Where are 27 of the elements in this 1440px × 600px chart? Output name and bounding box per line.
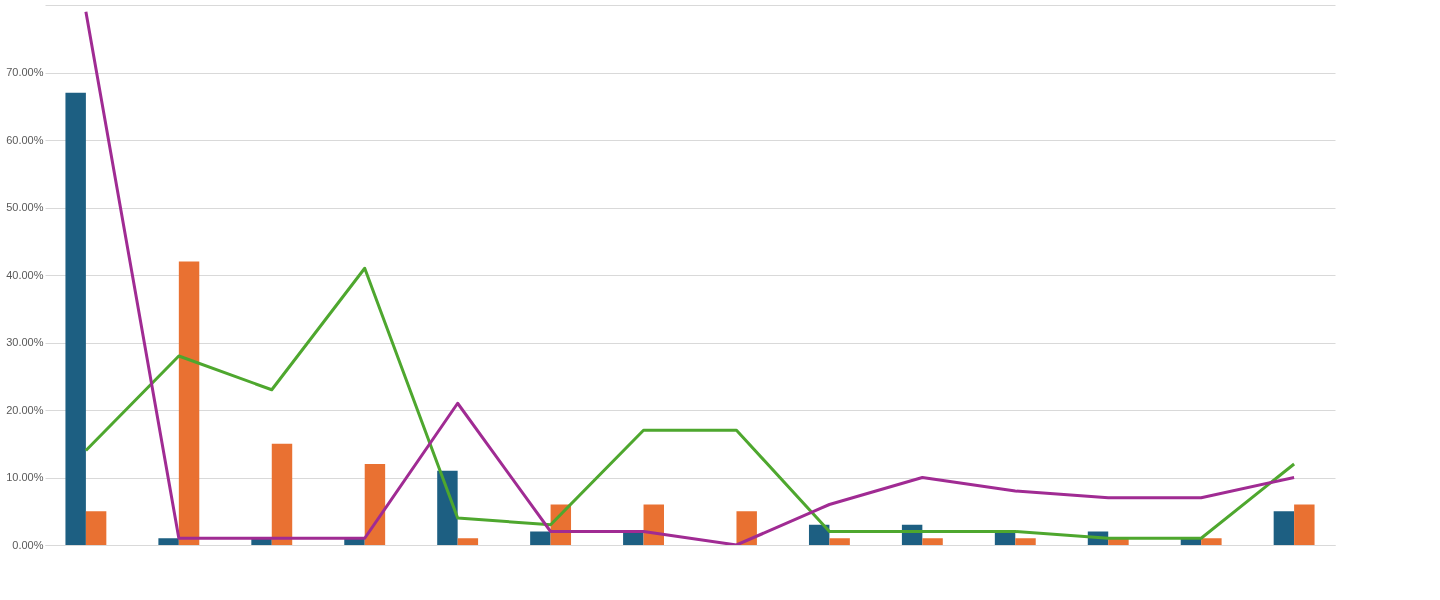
bar: [530, 531, 551, 545]
y-tick-label: 70.00%: [6, 66, 44, 78]
y-tick-label: 60.00%: [6, 133, 44, 146]
line-series: [84, 266, 1296, 540]
y-tick-label: 30.00%: [6, 336, 44, 348]
bar: [178, 261, 200, 545]
bar: [736, 511, 757, 545]
bar: [922, 538, 943, 545]
bar: [85, 511, 107, 545]
bar: [158, 538, 179, 545]
bar: [271, 443, 293, 545]
bar: [65, 92, 86, 545]
y-tick-label: 0.00%: [12, 538, 44, 551]
bar: [1015, 538, 1036, 545]
bar: [808, 524, 830, 545]
y-tick-label: 20.00%: [6, 403, 44, 416]
line-series: [84, 10, 1296, 545]
bar: [364, 464, 386, 545]
bar: [829, 538, 850, 545]
bar: [1273, 511, 1295, 545]
bar: [437, 470, 458, 545]
y-tick-label: 10.00%: [6, 471, 44, 483]
bar: [457, 538, 479, 545]
bar: [1294, 504, 1315, 545]
y-tick-label: 50.00%: [6, 201, 44, 213]
y-tick-label: 40.00%: [6, 268, 44, 281]
bar: [1201, 538, 1222, 545]
